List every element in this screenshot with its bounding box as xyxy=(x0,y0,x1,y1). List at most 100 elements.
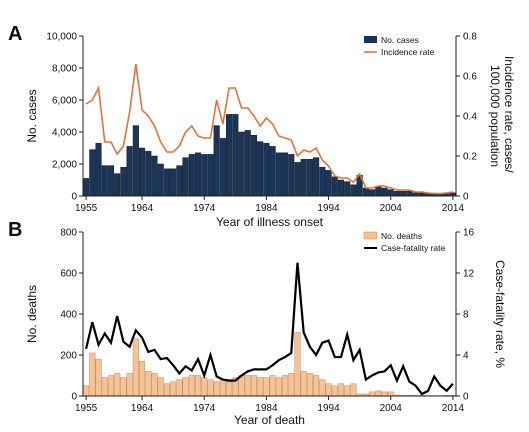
case-bar xyxy=(263,142,270,197)
panel-b-y2-ticks: 0 4 8 12 16 xyxy=(456,228,475,403)
death-bar xyxy=(120,377,127,397)
case-bar xyxy=(331,176,338,197)
death-bar xyxy=(114,373,121,397)
death-bar xyxy=(139,360,146,397)
case-bar xyxy=(288,154,295,197)
y2-tick-label: 0 xyxy=(463,392,469,403)
death-bar xyxy=(176,379,183,397)
panel-a-y-ticks: 0 2,000 4,000 6,000 8,000 10,000 xyxy=(46,32,83,203)
case-bar xyxy=(369,189,376,197)
death-bar xyxy=(89,352,96,397)
y2-tick-label: 16 xyxy=(463,228,475,239)
legend-swatch-cases xyxy=(364,36,377,43)
death-bar xyxy=(313,375,320,397)
panel-a-y2-label-line1: Incidence rate, cases/ xyxy=(502,56,516,173)
death-bar xyxy=(337,383,345,397)
legend-swatch-deaths xyxy=(363,231,378,240)
death-bar xyxy=(83,385,90,397)
death-bar xyxy=(350,383,357,397)
case-bar xyxy=(139,147,146,197)
x-tick-label: 1964 xyxy=(131,203,154,214)
case-bar xyxy=(157,163,164,197)
case-bar xyxy=(176,165,183,197)
y-tick-label: 600 xyxy=(60,269,77,280)
death-bar xyxy=(126,373,133,397)
case-bar xyxy=(194,152,202,197)
case-bar xyxy=(281,152,289,197)
case-bar xyxy=(257,141,264,197)
death-bar xyxy=(163,383,170,397)
x-tick-label: 1984 xyxy=(255,403,278,414)
legend-label-deaths: No. deaths xyxy=(381,231,422,241)
case-bar xyxy=(244,130,251,197)
case-bar xyxy=(107,165,115,197)
panel-a-y2-ticks: 0 0.2 0.4 0.6 0.8 xyxy=(456,32,477,203)
case-bar xyxy=(306,158,313,197)
case-bar xyxy=(101,165,108,197)
case-bar xyxy=(300,158,307,197)
case-bar xyxy=(170,168,177,197)
case-bar xyxy=(145,150,152,197)
x-tick-label: 2014 xyxy=(442,403,465,414)
death-bar xyxy=(250,375,258,397)
case-bar xyxy=(350,184,357,197)
legend-label-cfr: Case-fatality rate xyxy=(381,243,446,253)
death-bar xyxy=(269,375,276,397)
panel-b-x-label: Year of death xyxy=(234,413,305,427)
y-tick-label: 4,000 xyxy=(52,128,77,139)
case-bar xyxy=(95,142,102,197)
panel-a-y2-label: Incidence rate, cases/ 100,000 populatio… xyxy=(488,56,516,176)
death-bar xyxy=(288,373,295,397)
panel-b-y2-label: Case-fatality rate, % xyxy=(493,260,507,368)
case-bar xyxy=(89,149,96,197)
case-bar xyxy=(132,125,139,197)
panel-b-x-ticks: 1955 1964 1974 1984 1994 2004 2014 xyxy=(75,396,464,414)
death-bar xyxy=(157,377,164,397)
death-bar xyxy=(170,381,177,397)
death-bar xyxy=(145,371,152,397)
case-bar xyxy=(238,131,245,197)
y2-tick-label: 0 xyxy=(463,192,469,203)
case-bar xyxy=(250,134,258,197)
panel-b-death-bars xyxy=(83,332,456,397)
case-bar xyxy=(275,152,282,197)
y2-tick-label: 4 xyxy=(463,351,469,362)
case-bar xyxy=(219,138,226,197)
death-bar xyxy=(331,385,338,397)
death-bar xyxy=(275,377,282,397)
y2-tick-label: 0.8 xyxy=(463,32,477,43)
y2-tick-label: 0.2 xyxy=(463,152,477,163)
panel-a-y2-label-line2: 100,000 population xyxy=(488,65,502,167)
death-bar xyxy=(226,379,233,397)
death-bar xyxy=(95,358,102,397)
death-bar xyxy=(387,391,394,397)
y-tick-label: 0 xyxy=(71,392,77,403)
x-tick-label: 1964 xyxy=(131,403,154,414)
case-bar xyxy=(188,154,195,197)
death-bar xyxy=(213,381,220,397)
case-bar xyxy=(232,114,239,197)
case-bar xyxy=(325,170,332,197)
case-bar xyxy=(381,187,388,197)
death-bar xyxy=(132,338,139,397)
y-tick-label: 10,000 xyxy=(46,32,77,43)
case-bar xyxy=(294,162,301,197)
y2-tick-label: 0.6 xyxy=(463,72,477,83)
death-bar xyxy=(375,390,382,397)
death-bar xyxy=(201,377,208,397)
case-bar xyxy=(319,166,326,197)
death-bar xyxy=(325,383,332,397)
case-bar xyxy=(375,186,382,197)
death-bar xyxy=(300,371,307,397)
panel-a-chart: 1955 1964 1974 1984 1994 2004 2014 0 2,000 4,000… xyxy=(25,32,516,230)
case-bar xyxy=(344,181,351,197)
case-fatality-rate-line xyxy=(85,262,454,396)
case-bar xyxy=(120,166,127,197)
death-bar xyxy=(381,391,388,397)
y-tick-label: 0 xyxy=(71,192,77,203)
x-tick-label: 1984 xyxy=(255,203,278,214)
case-bar xyxy=(362,187,369,197)
case-bar xyxy=(151,155,158,197)
case-bar xyxy=(387,189,394,197)
